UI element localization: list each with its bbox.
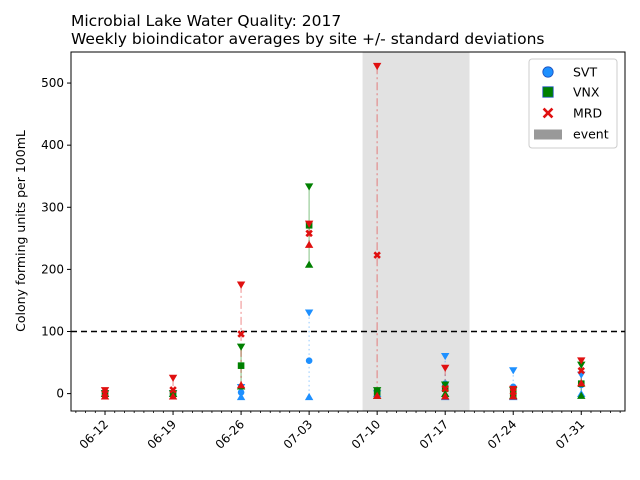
y-tick-label: 200 [41, 262, 64, 276]
vnx-mean-point [238, 362, 245, 369]
legend-svt-swatch [543, 67, 553, 77]
x-tick-label: 06-26 [213, 417, 248, 452]
legend-vnx-label: VNX [573, 85, 600, 100]
vnx-lower-marker [305, 261, 313, 268]
mrd-upper-marker [169, 375, 177, 382]
y-tick-label: 400 [41, 138, 64, 152]
vnx-upper-marker [237, 344, 245, 351]
legend-vnx-swatch [543, 87, 553, 97]
x-tick-label: 07-31 [553, 417, 588, 452]
legend-svt-label: SVT [573, 65, 597, 80]
legend-event-swatch [534, 130, 562, 140]
chart-subtitle: Weekly bioindicator averages by site +/-… [71, 30, 545, 48]
x-tick-label: 07-17 [417, 417, 452, 452]
y-axis-label: Colony forming units per 100mL [13, 130, 28, 332]
chart-title: Microbial Lake Water Quality: 2017 [71, 12, 341, 30]
mrd-lower-marker [305, 241, 313, 248]
svt-upper-marker [509, 367, 517, 374]
legend: SVT VNX MRD event [529, 59, 617, 148]
legend-event-label: event [573, 127, 609, 142]
y-tick-label: 0 [56, 387, 64, 401]
x-tick-label: 07-03 [281, 417, 316, 452]
x-tick-label: 07-24 [485, 417, 520, 452]
svt-mean-point [238, 389, 245, 396]
svt-mean-point [306, 357, 313, 364]
legend-mrd-label: MRD [573, 106, 602, 121]
mrd-upper-marker [237, 282, 245, 289]
svt-upper-marker [305, 310, 313, 317]
event-span [363, 52, 470, 411]
vnx-upper-marker [305, 183, 313, 190]
x-tick-label: 06-19 [145, 417, 180, 452]
y-tick-label: 300 [41, 200, 64, 214]
y-tick-label: 500 [41, 76, 64, 90]
svt-lower-marker [305, 393, 313, 400]
x-tick-label: 06-12 [77, 417, 112, 452]
x-tick-label: 07-10 [349, 417, 384, 452]
y-tick-label: 100 [41, 324, 64, 338]
